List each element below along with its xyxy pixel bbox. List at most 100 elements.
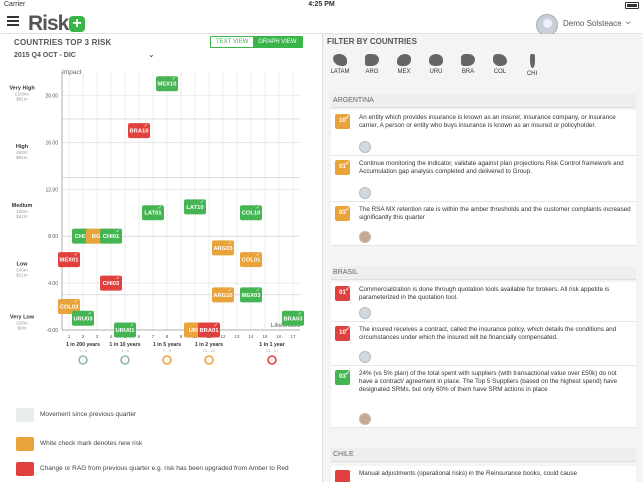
owner-avatar[interactable] [359, 351, 371, 363]
risk-point-label: BRA01 [199, 328, 219, 334]
country-filter-mex[interactable]: MEX [391, 54, 417, 75]
risk-card[interactable]: 10 ✓ An entity which provides insurance is… [331, 110, 636, 156]
check-icon: ✓ [228, 240, 232, 246]
likelihood-ring-icon [120, 355, 130, 365]
risk-point-box[interactable] [282, 310, 304, 326]
chevron-down-icon[interactable]: ⌄ [148, 50, 155, 59]
risk-code-badge: 03 ✓ [335, 206, 350, 221]
owner-avatar[interactable] [359, 231, 371, 243]
risk-point-mex10[interactable]: MEX10✓ [156, 76, 178, 92]
risk-card[interactable]: 01 ✓ Commercialization is done through quo… [331, 282, 636, 322]
risk-point-box[interactable] [100, 228, 122, 244]
status-bar: Carrier 4:25 PM [0, 0, 643, 12]
legend-text: Movement since previous quarter [40, 411, 137, 418]
risk-point-box[interactable] [240, 287, 262, 303]
risk-point-lat01[interactable]: LAT01✓ [142, 205, 164, 221]
risk-matrix-chart: 20.0016.0012.008.004.00-0.00ImpactLikeli… [0, 60, 320, 390]
risk-point-uru03[interactable]: URU03✓ [72, 310, 94, 326]
risk-code-badge: 03 ✓ [335, 370, 350, 385]
risk-code: 10 [339, 118, 346, 124]
risk-point-mex03[interactable]: MEX03✓ [240, 287, 262, 303]
risk-point-arg10[interactable]: ARG10✓ [212, 287, 234, 303]
check-icon: ✓ [344, 207, 350, 213]
risk-point-col10[interactable]: COL10✓ [240, 205, 262, 221]
risk-description: The RSA MX retention rate is within the … [359, 206, 631, 221]
likelihood-band-range: 13 - 17 [266, 348, 279, 353]
user-name[interactable]: Demo Solsteace [563, 19, 622, 28]
risk-point-box[interactable] [128, 123, 150, 139]
risk-point-box[interactable] [212, 287, 234, 303]
carrier-label: Carrier [4, 1, 26, 8]
risk-point-box[interactable] [240, 205, 262, 221]
risk-point-box[interactable] [142, 205, 164, 221]
risk-point-box[interactable] [58, 299, 80, 315]
risk-card[interactable]: 01 ✓ Continue monitoring the indicator, va… [331, 156, 636, 202]
legend-swatch [16, 462, 34, 476]
section-header-argentina: ARGENTINA [331, 94, 636, 108]
risk-point-box[interactable] [58, 252, 80, 268]
y-tick-label: 8.00 [48, 234, 58, 240]
user-avatar[interactable] [536, 14, 558, 36]
period-selector[interactable]: 2015 Q4 OCT - DIC [14, 52, 76, 59]
risk-point-bra03[interactable]: BRA03✓ [282, 310, 304, 326]
risk-point-label: BRA10 [129, 129, 148, 135]
check-icon: ✓ [130, 323, 134, 329]
likelihood-band-label: 1 in 200 years [66, 342, 100, 348]
risk-point-box[interactable] [72, 310, 94, 326]
country-filter-bra[interactable]: BRA [455, 54, 481, 75]
risk-point-box[interactable] [240, 252, 262, 268]
clock: 4:25 PM [308, 1, 335, 8]
owner-avatar[interactable] [359, 307, 371, 319]
country-filter-uru[interactable]: URU [423, 54, 449, 75]
risk-point-box[interactable] [212, 240, 234, 256]
risk-point-chi03[interactable]: CHI03✓ [100, 275, 122, 291]
owner-avatar[interactable] [359, 141, 371, 153]
country-filter-label: CHI [526, 71, 538, 77]
likelihood-band-range: 1 - 3 [79, 348, 88, 353]
x-tick-label: 15 [262, 334, 268, 339]
risk-point-label: LAT01 [144, 211, 162, 217]
risk-point-mex01[interactable]: MEX01✓ [58, 252, 80, 268]
likelihood-ring-icon [162, 355, 172, 365]
owner-avatar[interactable] [359, 187, 371, 199]
risk-point-bra01[interactable]: BRA01✓ [198, 322, 220, 338]
check-icon: ✓ [344, 371, 350, 377]
risk-point-label: ARG03 [213, 246, 233, 252]
likelihood-band-label: 1 in 2 years [195, 342, 223, 348]
x-tick-label: 2 [82, 334, 85, 339]
hamburger-menu-icon[interactable] [7, 16, 19, 26]
risk-point-box[interactable] [184, 199, 206, 215]
view-toggle[interactable]: TEXT VIEW GRAPH VIEW [210, 36, 303, 48]
country-filter-chi[interactable]: CHI [519, 54, 545, 77]
latam-map-icon [333, 54, 347, 66]
risk-point-arg03[interactable]: ARG03✓ [212, 240, 234, 256]
risk-card[interactable]: 10 ✓ The insured receives a contract, call… [331, 322, 636, 366]
owner-avatar[interactable] [359, 413, 371, 425]
country-filter-arg[interactable]: ARG [359, 54, 385, 75]
risk-point-uru01[interactable]: URU01✓ [114, 322, 136, 338]
impact-band-sub: £100m [15, 92, 29, 97]
y-tick-label: -0.00 [47, 328, 59, 334]
risk-point-chi01[interactable]: CHI01✓ [100, 228, 122, 244]
risk-point-col01[interactable]: COL01✓ [240, 252, 262, 268]
country-filter-latam[interactable]: LATAM [327, 54, 353, 75]
risk-point-box[interactable] [198, 322, 220, 338]
risk-card[interactable]: 03 ✓ The RSA MX retention rate is within t… [331, 202, 636, 246]
text-view-button[interactable]: TEXT VIEW [216, 39, 249, 45]
risk-point-lat10[interactable]: LAT10✓ [184, 199, 206, 215]
check-icon: ✓ [344, 287, 350, 293]
risk-point-bra10[interactable]: BRA10✓ [128, 123, 150, 139]
risk-point-box[interactable] [100, 275, 122, 291]
risk-card[interactable]: Manual adjustments (operational risks) i… [331, 466, 636, 482]
risk-point-box[interactable] [156, 76, 178, 92]
chevron-down-icon[interactable]: ⌄ [624, 16, 633, 27]
y-tick-label: 4.00 [48, 281, 58, 287]
likelihood-ring-icon [78, 355, 88, 365]
graph-view-button[interactable]: GRAPH VIEW [253, 37, 302, 47]
country-filter-col[interactable]: COL [487, 54, 513, 75]
risk-point-box[interactable] [114, 322, 136, 338]
x-tick-label: 17 [290, 334, 296, 339]
risk-code: 01 [339, 290, 346, 296]
risk-point-col03[interactable]: COL03✓ [58, 299, 80, 315]
risk-card[interactable]: 03 ✓ 24% (vs 5% plan) of the total spent w… [331, 366, 636, 428]
